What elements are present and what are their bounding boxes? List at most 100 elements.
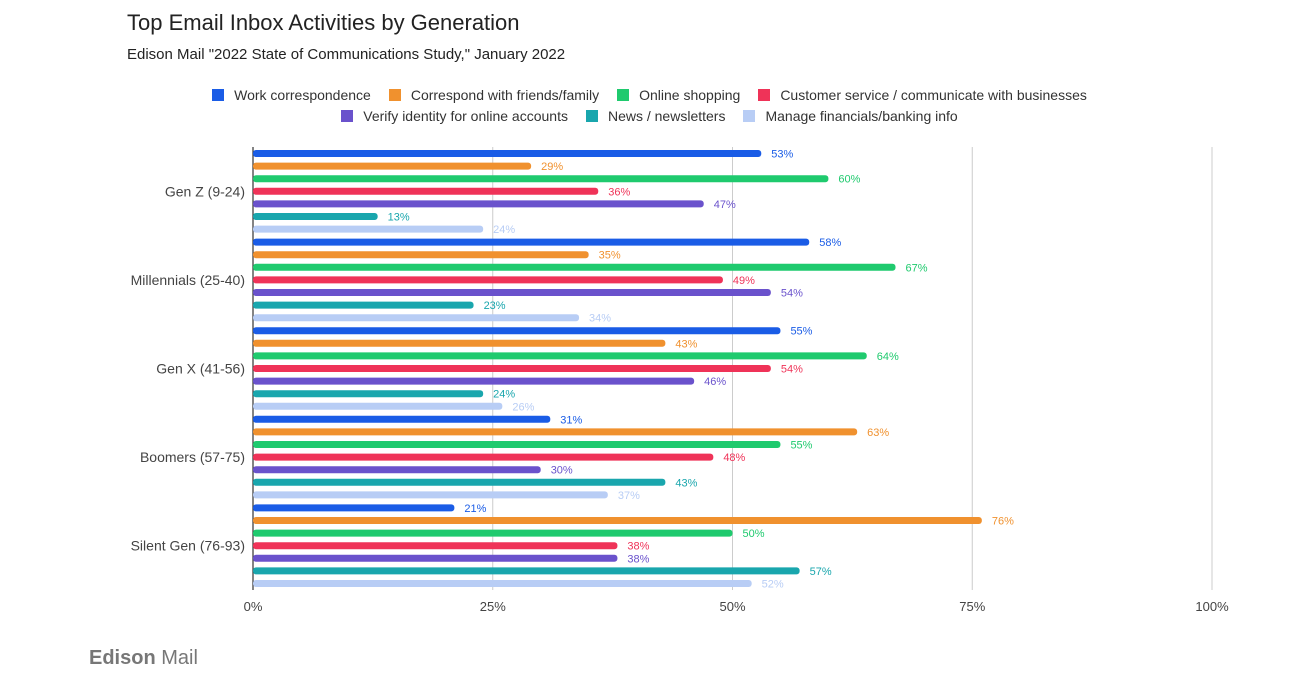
bar (253, 187, 599, 195)
legend-item: News / newsletters (585, 108, 726, 124)
y-category-label: Gen Z (9-24) (165, 183, 245, 199)
x-tick-label: 25% (480, 599, 506, 614)
legend: Work correspondence Correspond with frien… (0, 87, 1299, 103)
data-label: 13% (388, 212, 410, 224)
chart-subtitle: Edison Mail "2022 State of Communication… (127, 46, 566, 63)
bar (253, 251, 589, 259)
legend-item: Correspond with friends/family (388, 87, 600, 103)
legend-swatch (743, 110, 756, 122)
data-label: 55% (790, 440, 812, 452)
y-category-label: Boomers (57-75) (140, 449, 245, 465)
legend-swatch (617, 89, 630, 101)
x-tick-label: 0% (244, 599, 263, 614)
legend-item: Manage financials/banking info (743, 108, 958, 124)
bar (253, 162, 532, 170)
edison-mail-logo: Edison Mail (89, 647, 198, 669)
bar (253, 339, 666, 347)
bar (253, 580, 752, 587)
data-label: 23% (484, 300, 506, 312)
legend-label: News / newsletters (607, 108, 726, 124)
bar (253, 150, 762, 157)
y-category-label: Gen X (41-56) (156, 361, 245, 377)
data-label: 38% (627, 541, 649, 553)
data-label: 47% (714, 199, 736, 211)
data-label: 60% (838, 174, 860, 186)
y-category-label: Silent Gen (76-93) (131, 538, 245, 554)
data-label: 29% (541, 161, 563, 173)
bar (253, 314, 580, 322)
bar (253, 517, 982, 524)
data-label: 43% (675, 338, 697, 350)
bar (253, 276, 723, 284)
bar (253, 415, 551, 423)
bar (253, 327, 781, 335)
bar (253, 238, 810, 246)
data-label: 38% (627, 553, 649, 565)
data-label: 34% (589, 313, 611, 325)
data-label: 35% (599, 250, 621, 262)
bar (253, 504, 455, 512)
data-label: 49% (733, 275, 755, 287)
bar (253, 402, 503, 410)
legend-label: Customer service / communicate with busi… (780, 87, 1087, 103)
bar (253, 491, 608, 499)
x-tick-label: 100% (1195, 599, 1229, 614)
legend-swatch (585, 110, 598, 122)
bar (253, 453, 714, 461)
legend-label: Manage financials/banking info (765, 108, 958, 124)
data-label: 50% (743, 528, 765, 540)
bar (253, 365, 771, 372)
data-label: 31% (560, 414, 582, 426)
data-label: 52% (762, 579, 784, 591)
bar (253, 263, 896, 271)
y-category-label: Millennials (25-40) (131, 272, 245, 288)
legend-swatch (758, 89, 771, 101)
bar (253, 466, 541, 474)
bar (253, 200, 704, 208)
bar (253, 542, 618, 550)
data-label: 64% (877, 351, 899, 363)
data-label: 67% (906, 262, 928, 274)
bar (253, 301, 474, 309)
bar (253, 175, 829, 183)
data-label: 24% (493, 224, 515, 236)
bar (253, 289, 771, 296)
data-label: 57% (810, 566, 832, 578)
data-label: 54% (781, 364, 803, 376)
bar (253, 352, 867, 360)
legend-swatch (388, 89, 401, 101)
legend-item: Work correspondence (212, 87, 371, 103)
legend-item: Customer service / communicate with busi… (758, 87, 1087, 103)
data-label: 24% (493, 389, 515, 401)
legend-swatch (212, 89, 225, 101)
bar (253, 225, 484, 233)
data-label: 76% (992, 516, 1014, 528)
bar (253, 441, 781, 448)
data-label: 63% (867, 427, 889, 439)
legend-item: Online shopping (617, 87, 740, 103)
data-label: 54% (781, 288, 803, 300)
legend-label: Correspond with friends/family (410, 87, 600, 103)
bar (253, 529, 733, 537)
legend-label: Verify identity for online accounts (363, 108, 568, 124)
data-label: 30% (551, 465, 573, 477)
data-label: 37% (618, 490, 640, 502)
data-label: 58% (819, 237, 841, 249)
bar (253, 554, 618, 562)
data-label: 46% (704, 376, 726, 388)
data-label: 53% (771, 149, 793, 161)
bar (253, 428, 858, 436)
bar (253, 478, 666, 486)
bar (253, 377, 695, 385)
legend-swatch (341, 110, 354, 122)
legend-item: Verify identity for online accounts (341, 108, 568, 124)
data-label: 36% (608, 186, 630, 198)
legend-label: Online shopping (639, 87, 741, 103)
legend: Verify identity for online accounts News … (0, 108, 1299, 124)
bar (253, 567, 800, 575)
chart-title: Top Email Inbox Activities by Generation (127, 10, 520, 35)
data-label: 48% (723, 452, 745, 464)
data-label: 43% (675, 477, 697, 489)
bar (253, 213, 378, 220)
